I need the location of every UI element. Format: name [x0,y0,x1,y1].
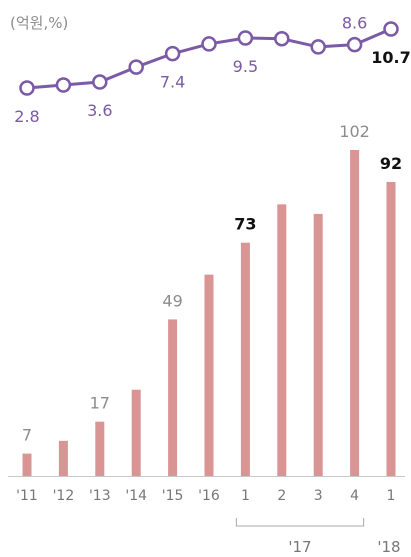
bar-value-label: 73 [234,215,256,234]
line-point-10 [383,21,399,37]
line-point-9 [346,36,363,53]
bar-7 [277,204,287,477]
line-value-label: 10.7 [371,48,410,67]
bar-value-label: 7 [22,426,32,445]
group-bracket-17 [235,518,365,527]
x-tick-label: 2 [277,488,286,504]
line-value-label: 7.4 [160,73,185,92]
bar-2 [95,421,105,476]
x-tick-label: '16 [198,488,220,504]
x-tick-label: '11 [16,488,38,504]
line-point-8 [310,39,326,55]
line-value-label: 9.5 [233,57,258,76]
x-tick-label: 1 [387,488,396,504]
line-point-5 [201,36,217,52]
x-tick-label: '15 [162,488,184,504]
bar-0 [22,453,32,476]
bar-value-label: 17 [90,394,110,413]
group-label: '17 [288,538,311,556]
x-tick-label: 4 [350,488,359,504]
bar-5 [204,274,214,476]
x-tick-label: '13 [89,488,111,504]
line-point-1 [55,77,72,93]
line-value-label: 2.8 [14,107,39,126]
unit-label: (억원,%) [10,14,69,32]
bar-value-label: 49 [162,291,182,310]
bar-10 [386,181,396,476]
bar-4 [168,319,178,476]
x-tick-label: 1 [241,488,250,504]
bar-3 [131,389,141,476]
x-tick-label: '14 [125,488,147,504]
line-point-2 [92,74,108,90]
line-point-4 [164,45,181,62]
bar-9 [350,150,360,476]
group-label: '18 [377,538,400,556]
bar-value-label: 92 [380,154,402,173]
bar-1 [58,440,68,476]
bar-6 [240,242,250,476]
line-value-label: 3.6 [87,101,112,120]
line-point-6 [237,30,254,46]
line-point-3 [128,59,144,75]
line-value-label: 8.6 [342,14,367,33]
line-point-0 [19,80,35,96]
bar-8 [313,213,323,476]
x-tick-label: 3 [314,488,323,504]
bar-value-label: 102 [339,122,370,141]
line-point-7 [274,30,290,47]
x-tick-label: '12 [53,488,75,504]
